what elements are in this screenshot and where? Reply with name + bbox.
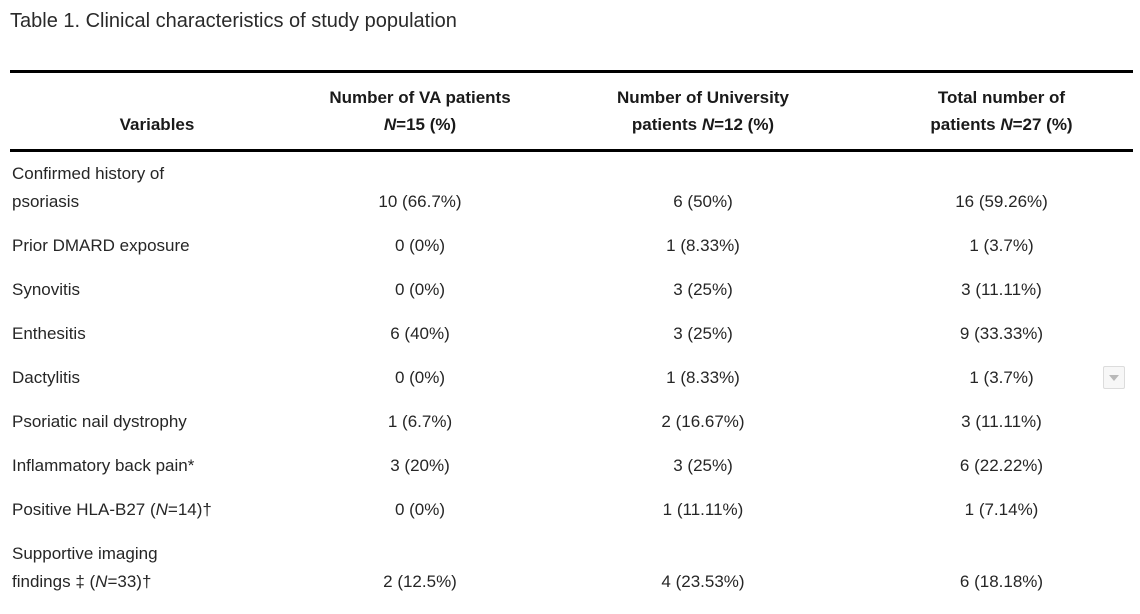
cell-university: 3 (25%) (673, 324, 733, 343)
cell-total: 1 (3.7%) (969, 368, 1034, 387)
cell-university: 3 (25%) (673, 456, 733, 475)
row-variable: Dactylitis (12, 368, 81, 387)
italic-n: N (383, 115, 397, 134)
italic-n: N (1000, 115, 1013, 134)
table-row-enthesitis: Enthesitis 6 (40%) 3 (25%) 9 (33.33%) (10, 312, 1133, 356)
table-row-dactylitis: Dactylitis 0 (0%) 1 (8.33%) 1 (3.7%) (10, 356, 1133, 400)
col-header-va-patients: Number of VA patients N=15 (%) (304, 70, 536, 152)
cell-total: 6 (22.22%) (959, 456, 1044, 475)
row-variable: Supportive imaging findings ‡ (N=33)† (12, 544, 158, 591)
cell-va: 6 (40%) (390, 324, 450, 343)
col-header-university-patients: Number of University patients N=12 (%) (536, 70, 870, 152)
row-variable: Inflammatory back pain* (12, 456, 195, 475)
cell-va: 0 (0%) (394, 368, 446, 387)
cell-va: 3 (20%) (390, 456, 450, 475)
triangle-down-icon (1109, 374, 1119, 381)
cell-total: 3 (11.11%) (961, 280, 1042, 299)
cell-university: 2 (16.67%) (661, 412, 745, 431)
table-row-imaging: Supportive imaging findings ‡ (N=33)† 2 … (10, 532, 1133, 604)
table-caption: Table 1. Clinical characteristics of stu… (10, 10, 457, 32)
row-variable: Confirmed history of psoriasis (12, 164, 165, 211)
table-row-nail-dystrophy: Psoriatic nail dystrophy 1 (6.7%) 2 (16.… (10, 400, 1133, 444)
row-variable: Synovitis (12, 280, 81, 299)
cell-va: 0 (0%) (394, 500, 446, 519)
cell-va: 0 (0%) (394, 236, 446, 255)
cell-university: 6 (50%) (673, 192, 733, 211)
row-variable: Positive HLA-B27 (N=14)† (12, 500, 212, 519)
table-row-synovitis: Synovitis 0 (0%) 3 (25%) 3 (11.11%) (10, 268, 1133, 312)
cell-total: 1 (3.7%) (969, 236, 1034, 255)
cell-total: 1 (7.14%) (964, 500, 1039, 519)
cell-va: 1 (6.7%) (387, 412, 453, 431)
scroll-down-button[interactable] (1103, 366, 1125, 389)
col-header-total-patients: Total number of patients N=27 (%) (870, 70, 1133, 152)
cell-va: 2 (12.5%) (383, 572, 457, 591)
row-variable: Prior DMARD exposure (12, 236, 190, 255)
table-row-back-pain: Inflammatory back pain* 3 (20%) 3 (25%) … (10, 444, 1133, 488)
header-row: Variables Number of VA patients N=15 (%)… (10, 70, 1133, 152)
table-row-dmard: Prior DMARD exposure 0 (0%) 1 (8.33%) 1 … (10, 224, 1133, 268)
cell-va: 10 (66.7%) (378, 192, 462, 211)
cell-university: 4 (23.53%) (661, 572, 745, 591)
clinical-characteristics-table: Variables Number of VA patients N=15 (%)… (10, 70, 1133, 604)
cell-university: 3 (25%) (673, 280, 733, 299)
row-variable: Psoriatic nail dystrophy (12, 412, 187, 431)
cell-university: 1 (11.11%) (662, 500, 744, 519)
italic-n: N (95, 572, 108, 591)
cell-total: 6 (18.18%) (959, 572, 1044, 591)
cell-total: 3 (11.11%) (961, 412, 1042, 431)
row-variable: Enthesitis (12, 324, 86, 343)
italic-n: N (155, 500, 168, 519)
table-row-confirmed-psoriasis: Confirmed history of psoriasis 10 (66.7%… (10, 151, 1133, 225)
italic-n: N (701, 115, 715, 134)
cell-university: 1 (8.33%) (666, 368, 740, 387)
table-row-hla-b27: Positive HLA-B27 (N=14)† 0 (0%) 1 (11.11… (10, 488, 1133, 532)
cell-total: 9 (33.33%) (959, 324, 1044, 343)
cell-total: 16 (59.26%) (955, 192, 1048, 211)
col-header-variables: Variables (10, 70, 304, 152)
cell-university: 1 (8.33%) (666, 236, 740, 255)
cell-va: 0 (0%) (394, 280, 446, 299)
